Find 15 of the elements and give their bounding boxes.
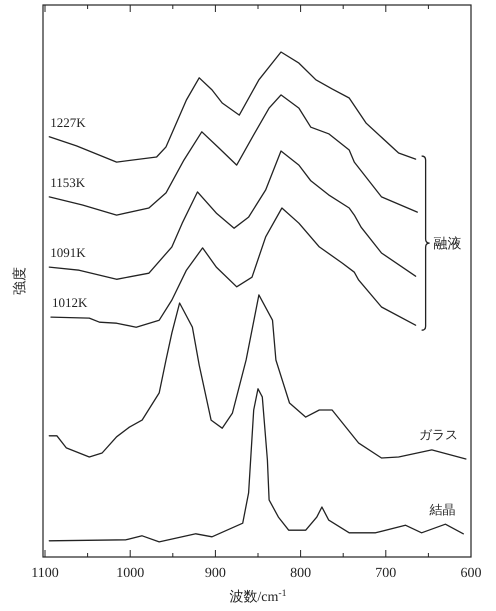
annotation: 融液 <box>434 236 462 252</box>
series-label: 1227K <box>50 114 86 130</box>
x-axis-title: 波数/cm$^{-1}$ <box>229 588 287 605</box>
x-tick-label: 600 <box>460 566 482 581</box>
x-tick-label: 1100 <box>31 566 59 581</box>
series-label: 結晶 <box>428 502 456 517</box>
x-tick-label: 1000 <box>116 566 144 581</box>
series-label: 1012K <box>52 295 88 310</box>
x-tick-label: 800 <box>290 566 312 581</box>
y-axis-title: 強度 <box>12 267 28 295</box>
series-label: 1153K <box>50 174 86 190</box>
series-label: 1091K <box>50 245 86 260</box>
series-label: ガラス <box>418 427 458 442</box>
x-tick-label: 900 <box>204 566 226 581</box>
x-tick-label: 700 <box>375 566 396 581</box>
